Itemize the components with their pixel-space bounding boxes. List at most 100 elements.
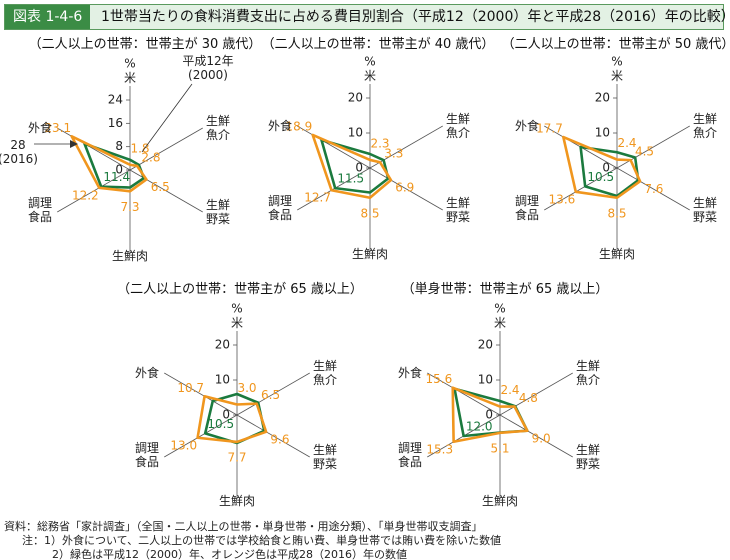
title: 1世帯当たりの食料消費支出に占める費目別割合（平成12（2000）年と平成28（… (101, 9, 730, 25)
y-axis-label: % (494, 302, 505, 316)
axis-spoke (57, 169, 131, 213)
axis-spoke (369, 167, 443, 211)
note: 2）緑色は平成12（2000）年、オレンジ色は平成28（2016）年の数値 (52, 548, 407, 560)
y-axis-label: % (611, 55, 622, 69)
category-label: 米 (493, 316, 507, 330)
y-tick-label: 20 (215, 338, 230, 352)
category-label: 外食 (134, 366, 160, 380)
radar-line (311, 133, 393, 200)
category-label: 米 (610, 69, 624, 83)
annotation-arrow (70, 140, 78, 148)
axis-spoke (499, 372, 573, 416)
chart-title: （二人以上の世帯：世帯主が 30 歳代） (28, 37, 262, 52)
data-label: 2.3 (370, 136, 389, 150)
category-label: 調理 食品 (267, 194, 293, 222)
data-label: 12.7 (304, 191, 331, 205)
data-label: 5.1 (490, 441, 509, 455)
annotation: 平成12年 (2000) (182, 54, 234, 82)
data-label: 15.6 (425, 372, 452, 386)
y-axis-label: % (364, 55, 375, 69)
axis-spoke (236, 372, 310, 416)
data-label: 3.3 (384, 147, 403, 161)
category-label: 生鮮 魚介 (312, 359, 338, 387)
data-label: 6.9 (395, 181, 414, 195)
data-label: 2.8 (141, 150, 160, 164)
data-label: 1.8 (130, 141, 149, 155)
data-label: 12.2 (72, 188, 99, 202)
data-label: 8.5 (360, 206, 379, 220)
chart-title: （二人以上の世帯：世帯主が 40 歳代） (261, 37, 495, 52)
data-label: 13.0 (170, 438, 197, 452)
axis-spoke (164, 372, 238, 416)
data-label: 10.5 (207, 417, 234, 431)
axis-spoke (129, 127, 203, 171)
category-label: 調理 食品 (397, 441, 423, 469)
y-tick-label: 10 (215, 373, 230, 387)
data-label: 9.6 (270, 432, 289, 446)
data-label: 12.0 (466, 420, 493, 434)
category-label: 生鮮 魚介 (692, 112, 718, 140)
chart-title: （単身世帯：世帯主が 65 歳以上） (401, 282, 609, 297)
axis-spoke (297, 125, 371, 169)
category-label: 生鮮肉 (218, 494, 256, 508)
data-label: 10.7 (177, 381, 204, 395)
y-tick-label: 24 (108, 93, 123, 107)
y-tick-label: 10 (478, 373, 493, 387)
category-label: 調理 食品 (514, 194, 540, 222)
radar-line (70, 135, 148, 193)
category-label: 外食 (27, 121, 53, 135)
data-label: 2.4 (500, 383, 519, 397)
data-label: 18.9 (285, 119, 312, 133)
radar-line (196, 394, 268, 444)
axis-spoke (499, 414, 573, 458)
y-tick-label: 10 (348, 126, 363, 140)
data-label: 6.5 (151, 180, 170, 194)
category-label: 生鮮肉 (481, 494, 519, 508)
category-label: 外食 (397, 366, 423, 380)
radar-line (579, 145, 640, 198)
axis-spoke (544, 167, 618, 211)
data-label: 7.7 (227, 450, 246, 464)
axis-spoke (427, 372, 501, 416)
category-label: 生鮮 野菜 (312, 443, 338, 471)
category-label: 米 (363, 69, 377, 83)
y-tick-label: 0 (485, 408, 493, 422)
y-tick-label: 8 (115, 139, 123, 153)
y-tick-label: 0 (222, 408, 230, 422)
category-label: 外食 (267, 119, 293, 133)
data-label: 9.0 (532, 431, 551, 445)
axis-spoke (57, 127, 131, 171)
y-tick-label: 0 (355, 161, 363, 175)
category-label: 生鮮 野菜 (445, 196, 471, 224)
data-label: 17.7 (536, 122, 563, 136)
annotation: 28 (2016) (0, 138, 38, 166)
axis-spoke (236, 414, 310, 458)
data-label: 4.5 (635, 145, 654, 159)
data-label: 11.4 (103, 170, 130, 184)
badge: 図表 1-4-6 (5, 5, 91, 29)
radar-line (451, 386, 529, 444)
axis-spoke (297, 167, 371, 211)
category-label: 生鮮肉 (111, 249, 149, 263)
y-axis-label: % (124, 57, 135, 71)
data-label: 11.5 (337, 172, 364, 186)
chart-title: （二人以上の世帯：世帯主が 50 歳代） (501, 37, 730, 52)
data-label: 6.5 (261, 388, 280, 402)
category-label: 生鮮 野菜 (692, 196, 718, 224)
y-tick-label: 10 (595, 126, 610, 140)
data-label: 7.3 (120, 200, 139, 214)
y-tick-label: 16 (108, 116, 123, 130)
y-tick-label: 20 (478, 338, 493, 352)
category-label: 生鮮 魚介 (575, 359, 601, 387)
data-label: 4.8 (519, 391, 538, 405)
data-label: 7.6 (644, 182, 663, 196)
chart-title: （二人以上の世帯：世帯主が 65 歳以上） (117, 282, 363, 297)
data-label: 2.4 (617, 136, 636, 150)
axis-spoke (369, 125, 443, 169)
y-tick-label: 20 (595, 91, 610, 105)
data-label: 15.3 (426, 442, 453, 456)
note: 注：1）外食について、二人以上の世帯では学校給食と賄い費、単身世帯では賄い費を除… (22, 534, 502, 547)
header: 図表 1-4-6 1世帯当たりの食料消費支出に占める費目別割合（平成12（200… (4, 4, 730, 30)
